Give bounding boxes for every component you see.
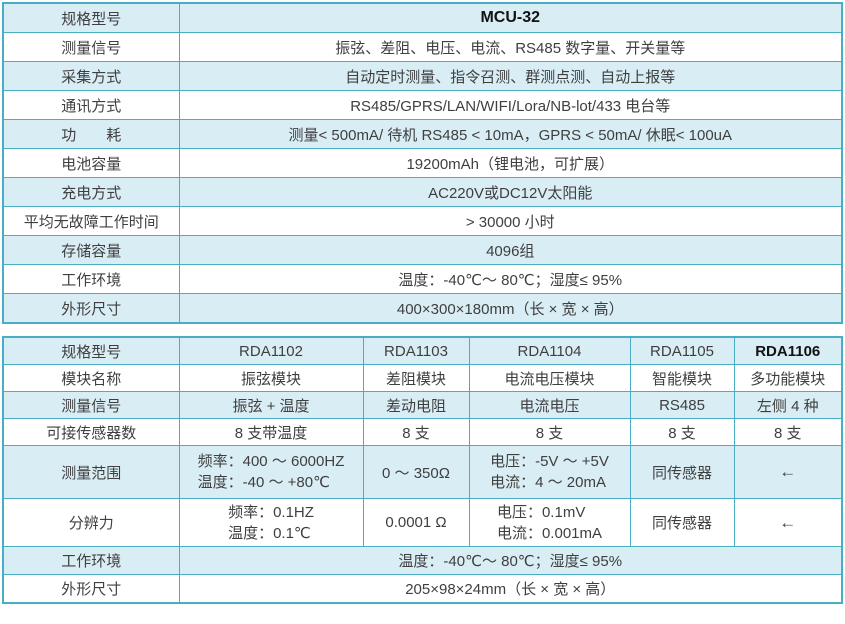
left-arrow-icon: ← <box>733 445 843 499</box>
table-row: 外形尺寸 400×300×180mm（长 × 宽 × 高） <box>2 293 843 324</box>
cell-line: 频率：0.1HZ <box>228 503 314 521</box>
spec-cell: 频率：400 ～ 6000HZ 温度：-40 ～ +80℃ <box>178 445 364 499</box>
spec-label: 充电方式 <box>2 177 180 207</box>
table-row: 规格型号 MCU-32 <box>2 2 843 33</box>
spec-cell: 振弦 + 温度 <box>178 391 364 419</box>
spec-cell: 电流电压模块 <box>468 364 631 392</box>
table-row: 采集方式 自动定时测量、指令召测、群测点测、自动上报等 <box>2 61 843 91</box>
table-row: 工作环境 温度：-40℃～ 80℃；湿度≤ 95% <box>2 546 843 575</box>
spec-value: 4096组 <box>178 235 843 265</box>
cell-line: 频率：400 ～ 6000HZ <box>197 453 345 470</box>
table-row: 测量信号 振弦 + 温度 差动电阻 电流电压 RS485 左侧 4 种 <box>2 391 843 419</box>
spec-cell: 8 支 <box>362 418 470 446</box>
table-row: 外形尺寸 205×98×24mm（长 × 宽 × 高） <box>2 574 843 604</box>
spec-value: AC220V或DC12V太阳能 <box>178 177 843 207</box>
spec-value: 400×300×180mm（长 × 宽 × 高） <box>178 293 843 324</box>
module-model: RDA1105 <box>629 336 735 365</box>
spec-label: 测量信号 <box>2 391 180 419</box>
spec-value: 振弦、差阻、电压、电流、RS485 数字量、开关量等 <box>178 32 843 62</box>
spec-value: RS485/GPRS/LAN/WIFI/Lora/NB-lot/433 电台等 <box>178 90 843 120</box>
table-row: 测量范围 频率：400 ～ 6000HZ 温度：-40 ～ +80℃ 0 ～ 3… <box>2 445 843 499</box>
spec-label: 采集方式 <box>2 61 180 91</box>
spec-value: 温度：-40℃～ 80℃；湿度≤ 95% <box>178 264 843 294</box>
spec-cell: 差阻模块 <box>362 364 470 392</box>
spec-cell: 0.0001 Ω <box>362 498 470 547</box>
module-spec-table: 规格型号 RDA1102 RDA1103 RDA1104 RDA1105 RDA… <box>2 336 843 604</box>
spec-label: 平均无故障工作时间 <box>2 206 180 236</box>
table-row: 可接传感器数 8 支带温度 8 支 8 支 8 支 8 支 <box>2 418 843 446</box>
module-model: RDA1102 <box>178 336 364 365</box>
spec-cell: 8 支 <box>733 418 843 446</box>
table-row: 通讯方式 RS485/GPRS/LAN/WIFI/Lora/NB-lot/433… <box>2 90 843 120</box>
spec-sheet: 规格型号 MCU-32 测量信号 振弦、差阻、电压、电流、RS485 数字量、开… <box>2 2 843 604</box>
spec-label: 测量信号 <box>2 32 180 62</box>
spec-label: 规格型号 <box>2 2 180 33</box>
spec-cell: RS485 <box>629 391 735 419</box>
spec-cell: 多功能模块 <box>733 364 843 392</box>
cell-line: 电流：0.001mA <box>496 524 603 542</box>
spec-cell: 8 支 <box>468 418 631 446</box>
table-row: 充电方式 AC220V或DC12V太阳能 <box>2 177 843 207</box>
module-model: RDA1103 <box>362 336 470 365</box>
cell-line: 电压：-5V ～ +5V <box>490 453 609 470</box>
spec-label: 存储容量 <box>2 235 180 265</box>
spec-cell: 左侧 4 种 <box>733 391 843 419</box>
spec-label: 分辨力 <box>2 498 180 547</box>
spec-label: 通讯方式 <box>2 90 180 120</box>
table-row: 电池容量 19200mAh（锂电池，可扩展） <box>2 148 843 178</box>
spec-cell: 同传感器 <box>629 498 735 547</box>
mcu-spec-table: 规格型号 MCU-32 测量信号 振弦、差阻、电压、电流、RS485 数字量、开… <box>2 2 843 324</box>
spec-label: 外形尺寸 <box>2 574 180 604</box>
spec-label: 功 耗 <box>2 119 180 149</box>
spec-cell: 电流电压 <box>468 391 631 419</box>
cell-line: 温度：0.1℃ <box>228 524 311 542</box>
spec-label: 外形尺寸 <box>2 293 180 324</box>
spec-value: 19200mAh（锂电池，可扩展） <box>178 148 843 178</box>
spec-label: 可接传感器数 <box>2 418 180 446</box>
spec-cell: 0 ～ 350Ω <box>362 445 470 499</box>
spec-cell: 电压：0.1mV 电流：0.001mA <box>468 498 631 547</box>
cell-line: 电流：4 ～ 20mA <box>490 474 606 491</box>
spec-label: 电池容量 <box>2 148 180 178</box>
spec-cell: 电压：-5V ～ +5V 电流：4 ～ 20mA <box>468 445 631 499</box>
spec-value: 自动定时测量、指令召测、群测点测、自动上报等 <box>178 61 843 91</box>
spec-value-model: MCU-32 <box>178 2 843 33</box>
module-model: RDA1106 <box>733 336 843 365</box>
spec-cell: 频率：0.1HZ 温度：0.1℃ <box>178 498 364 547</box>
table-row: 存储容量 4096组 <box>2 235 843 265</box>
spec-span-value: 温度：-40℃～ 80℃；湿度≤ 95% <box>178 546 843 575</box>
cell-line: 电压：0.1mV <box>496 503 586 521</box>
spec-label: 工作环境 <box>2 264 180 294</box>
spec-cell: 振弦模块 <box>178 364 364 392</box>
spec-value: > 30000 小时 <box>178 206 843 236</box>
spec-cell: 8 支带温度 <box>178 418 364 446</box>
table-row: 工作环境 温度：-40℃～ 80℃；湿度≤ 95% <box>2 264 843 294</box>
cell-line: 温度：-40 ～ +80℃ <box>197 474 330 491</box>
table-row: 分辨力 频率：0.1HZ 温度：0.1℃ 0.0001 Ω 电压：0.1mV 电… <box>2 498 843 547</box>
table-row: 模块名称 振弦模块 差阻模块 电流电压模块 智能模块 多功能模块 <box>2 364 843 392</box>
spec-label: 工作环境 <box>2 546 180 575</box>
spec-cell: 8 支 <box>629 418 735 446</box>
table-row: 功 耗 测量< 500mA/ 待机 RS485 < 10mA，GPRS < 50… <box>2 119 843 149</box>
table-row: 平均无故障工作时间 > 30000 小时 <box>2 206 843 236</box>
table-separator <box>2 324 843 336</box>
table-row: 规格型号 RDA1102 RDA1103 RDA1104 RDA1105 RDA… <box>2 336 843 365</box>
spec-cell: 差动电阻 <box>362 391 470 419</box>
module-model: RDA1104 <box>468 336 631 365</box>
spec-value: 测量< 500mA/ 待机 RS485 < 10mA，GPRS < 50mA/ … <box>178 119 843 149</box>
left-arrow-icon: ← <box>733 498 843 547</box>
spec-cell: 智能模块 <box>629 364 735 392</box>
spec-label: 模块名称 <box>2 364 180 392</box>
spec-span-value: 205×98×24mm（长 × 宽 × 高） <box>178 574 843 604</box>
spec-label: 测量范围 <box>2 445 180 499</box>
table-row: 测量信号 振弦、差阻、电压、电流、RS485 数字量、开关量等 <box>2 32 843 62</box>
spec-label: 规格型号 <box>2 336 180 365</box>
spec-cell: 同传感器 <box>629 445 735 499</box>
